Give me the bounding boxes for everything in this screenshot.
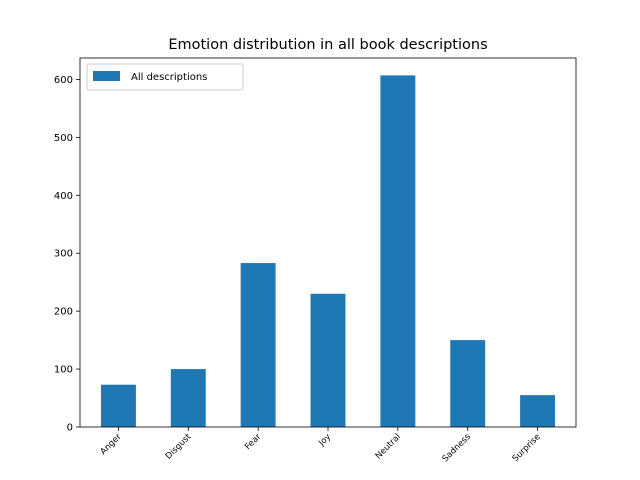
x-tick-label-neutral: Neutral [374,432,403,461]
bar-joy [310,293,346,427]
y-tick-label: 500 [54,133,73,144]
y-tick-label: 0 [67,423,73,434]
chart-title: Emotion distribution in all book descrip… [168,37,487,53]
axes-frame [79,57,577,428]
x-tick-label-sadness: Sadness [441,432,474,465]
bar-neutral [380,75,416,428]
legend-label: All descriptions [131,72,207,83]
legend-swatch [93,71,120,81]
x-tick-label-fear: Fear [243,432,263,452]
x-tick-label-disgust: Disgust [164,432,194,462]
plot-area: 0 100 200 300 400 500 600 Anger Disgust Fear Joy Ne… [54,57,577,465]
y-tick-label: 100 [54,365,73,376]
y-tick-label: 200 [54,307,73,318]
x-tick-label-joy: Joy [316,432,333,449]
x-tick-label-surprise: Surprise [511,432,543,464]
bar-anger [100,384,136,427]
legend: All descriptions [86,63,244,91]
bar-surprise [520,395,556,427]
y-tick-label: 300 [54,249,73,260]
bar-fear [240,263,276,427]
bar-sadness [450,340,486,427]
y-tick-label: 400 [54,191,73,202]
legend-frame [86,63,244,91]
y-tick-label: 600 [54,75,73,86]
x-tick-label-anger: Anger [99,432,124,457]
bar-disgust [170,369,206,427]
